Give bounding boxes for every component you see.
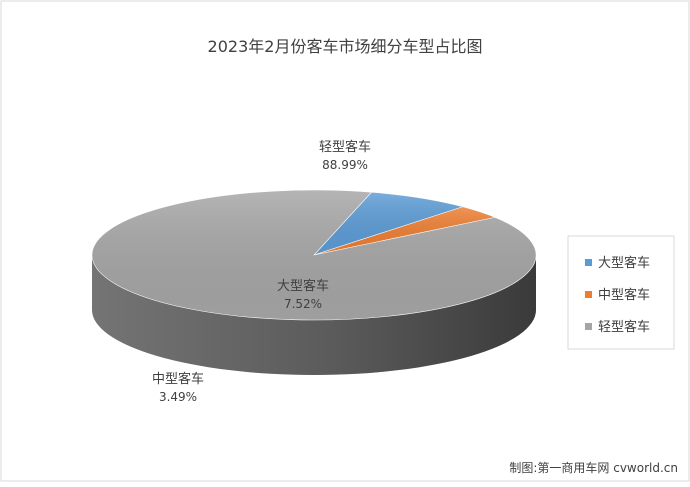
chart-title: 2023年2月份客车市场细分车型占比图 — [208, 37, 483, 56]
pie-tops — [91, 189, 537, 321]
legend-swatch-3 — [585, 323, 592, 330]
credit-text: 制图:第一商用车网 cvworld.cn — [509, 460, 678, 475]
slice-1-value-label: 7.52% — [284, 297, 322, 311]
slice-1-name-label: 大型客车 — [277, 278, 329, 294]
pie-labels: 大型客车 7.52% 中型客车 3.49% 轻型客车 88.99% — [152, 139, 371, 404]
slice-3-top-shade — [92, 190, 536, 320]
legend-swatch-2 — [585, 291, 592, 298]
legend-label-2: 中型客车 — [598, 287, 650, 303]
slice-3-name-label: 轻型客车 — [319, 139, 371, 155]
slice-2-name-label: 中型客车 — [152, 371, 204, 387]
legend-label-1: 大型客车 — [598, 255, 650, 271]
legend-swatch-1 — [585, 259, 592, 266]
pie-sides — [92, 255, 536, 375]
legend-label-3: 轻型客车 — [598, 319, 650, 335]
slice-2-value-label: 3.49% — [159, 390, 197, 404]
slice-3-side-shade — [92, 255, 536, 375]
slice-3-value-label: 88.99% — [322, 158, 368, 172]
slice-2-top-shade — [314, 206, 496, 255]
slice-1-top-shade — [314, 192, 463, 255]
